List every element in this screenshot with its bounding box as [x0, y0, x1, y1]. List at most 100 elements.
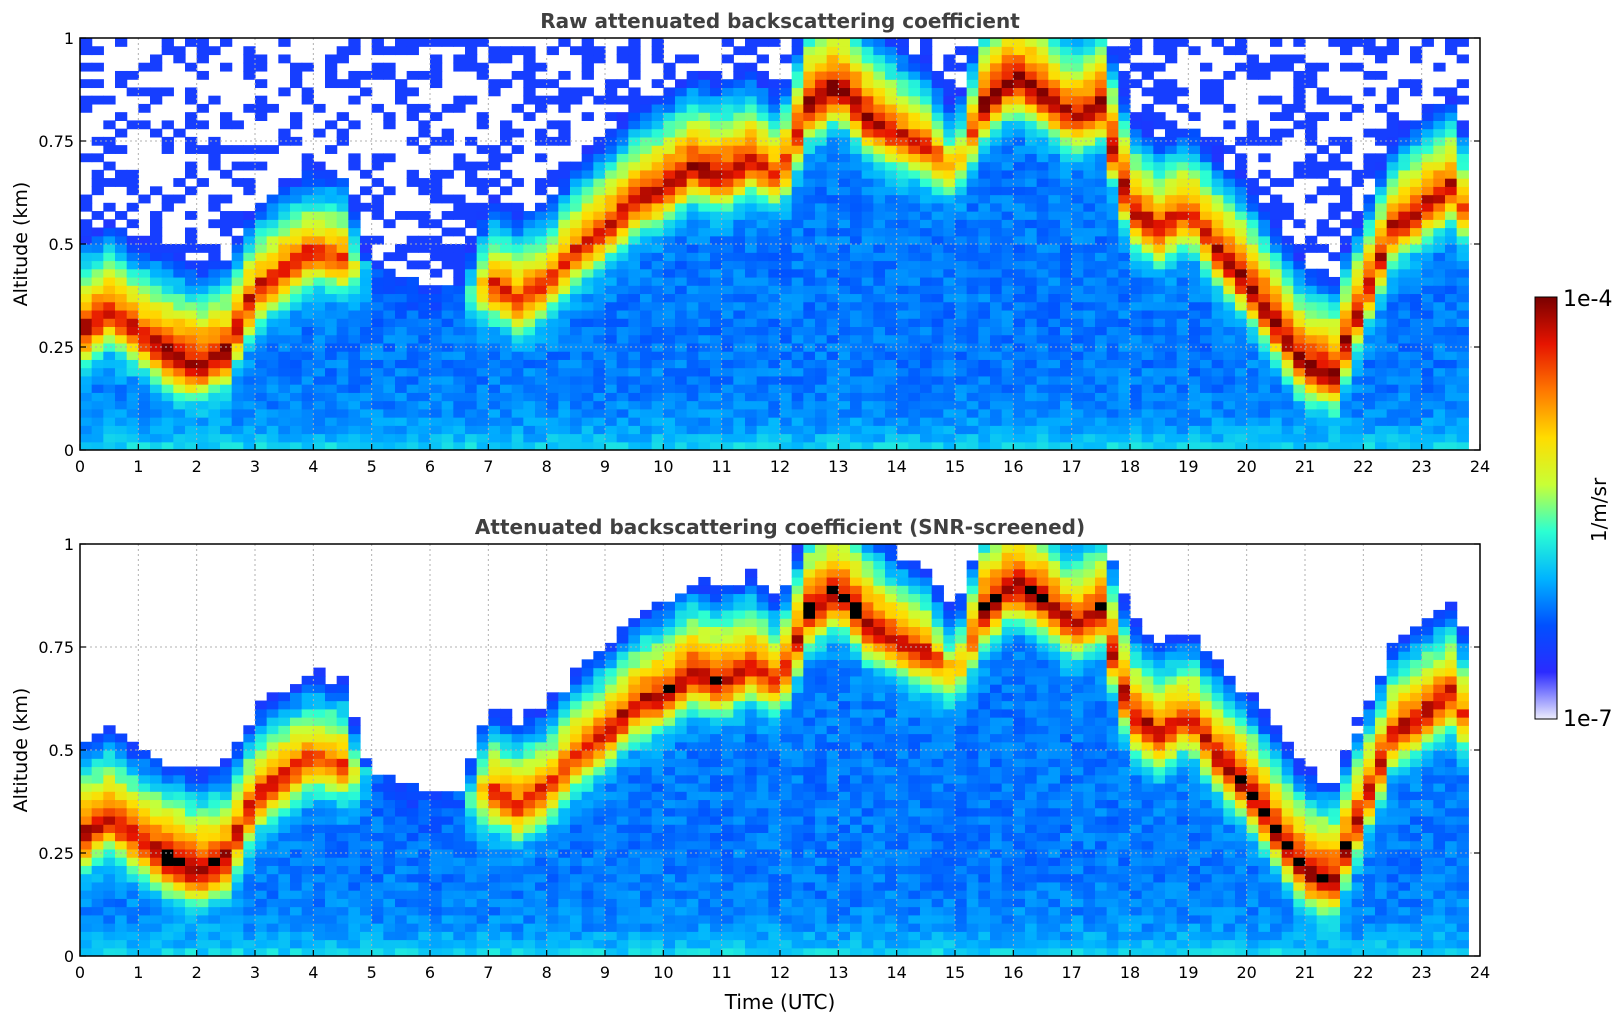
heatmap-cell [197, 376, 209, 385]
heatmap-cell [1387, 162, 1399, 171]
heatmap-cell [1433, 293, 1445, 302]
heatmap-cell [1410, 285, 1422, 294]
heatmap-cell [943, 120, 955, 129]
heatmap-cell [1072, 236, 1084, 245]
heatmap-cell [1118, 269, 1130, 278]
heatmap-cell [745, 112, 757, 121]
heatmap-cell [1072, 368, 1084, 377]
heatmap-cell [267, 269, 279, 278]
heatmap-cell [827, 63, 839, 72]
heatmap-cell [1013, 302, 1025, 311]
heatmap-cell [1060, 96, 1072, 105]
heatmap-cell [932, 310, 944, 319]
heatmap-cell [80, 252, 92, 261]
heatmap-cell [675, 401, 687, 410]
heatmap-cell [512, 392, 524, 401]
heatmap-cell [1118, 318, 1130, 327]
heatmap-cell [1013, 252, 1025, 261]
heatmap-cell [407, 401, 419, 410]
heatmap-cell [827, 252, 839, 261]
heatmap-cell [372, 302, 384, 311]
heatmap-cell [383, 302, 395, 311]
heatmap-cell [1457, 359, 1469, 368]
heatmap-cell [803, 236, 815, 245]
heatmap-cell [582, 376, 594, 385]
heatmap-cell [733, 351, 745, 360]
heatmap-cell [127, 236, 139, 245]
heatmap-cell [488, 195, 500, 204]
heatmap-cell [173, 285, 185, 294]
heatmap-cell [1083, 79, 1095, 88]
heatmap-cell [1060, 162, 1072, 171]
heatmap-cell [1422, 359, 1434, 368]
heatmap-cell [337, 203, 349, 212]
heatmap-cell [220, 228, 232, 237]
heatmap-cell [465, 162, 477, 171]
heatmap-cell [768, 359, 780, 368]
heatmap-cell [278, 302, 290, 311]
heatmap-cell [1048, 178, 1060, 187]
heatmap-cell [1422, 186, 1434, 195]
heatmap-cell [1083, 129, 1095, 138]
heatmap-cell [628, 63, 640, 72]
heatmap-cell [1037, 120, 1049, 129]
heatmap-cell [1153, 96, 1165, 105]
heatmap-cell [80, 384, 92, 393]
heatmap-cell [1387, 170, 1399, 179]
heatmap-cell [698, 236, 710, 245]
heatmap-cell [757, 170, 769, 179]
heatmap-cell [582, 54, 594, 63]
heatmap-cell [1258, 277, 1270, 286]
heatmap-cell [663, 260, 675, 269]
heatmap-cell [803, 186, 815, 195]
heatmap-cell [733, 228, 745, 237]
heatmap-cell [1060, 170, 1072, 179]
heatmap-cell [722, 392, 734, 401]
heatmap-cell [500, 310, 512, 319]
heatmap-cell [780, 162, 792, 171]
heatmap-cell [395, 87, 407, 96]
heatmap-cell [1072, 153, 1084, 162]
heatmap-cell [803, 376, 815, 385]
heatmap-cell [838, 129, 850, 138]
heatmap-cell [325, 392, 337, 401]
heatmap-cell [873, 425, 885, 434]
heatmap-cell [80, 409, 92, 418]
heatmap-cell [442, 417, 454, 426]
heatmap-cell [197, 326, 209, 335]
heatmap-cell [628, 87, 640, 96]
heatmap-cell [430, 195, 442, 204]
heatmap-cell [1457, 285, 1469, 294]
heatmap-cell [803, 170, 815, 179]
heatmap-cell [827, 285, 839, 294]
heatmap-cell [337, 260, 349, 269]
heatmap-cell [885, 71, 897, 80]
heatmap-cell [325, 368, 337, 377]
heatmap-cell [1083, 153, 1095, 162]
heatmap-cell [453, 351, 465, 360]
heatmap-cell [1270, 376, 1282, 385]
heatmap-cell [722, 343, 734, 352]
heatmap-cell [1095, 368, 1107, 377]
heatmap-cell [1107, 54, 1119, 63]
heatmap-cell [617, 359, 629, 368]
heatmap-cell [1422, 129, 1434, 138]
heatmap-cell [1352, 252, 1364, 261]
heatmap-cell [885, 293, 897, 302]
heatmap-cell [488, 293, 500, 302]
heatmap-cell [628, 409, 640, 418]
heatmap-cell [687, 335, 699, 344]
heatmap-cell [1037, 260, 1049, 269]
heatmap-cell [617, 425, 629, 434]
heatmap-cell [955, 178, 967, 187]
heatmap-cell [1165, 129, 1177, 138]
heatmap-cell [593, 425, 605, 434]
heatmap-cell [710, 285, 722, 294]
heatmap-cell [477, 302, 489, 311]
heatmap-cell [1457, 203, 1469, 212]
heatmap-cell [1410, 170, 1422, 179]
heatmap-cell [593, 409, 605, 418]
heatmap-cell [1305, 120, 1317, 129]
heatmap-cell [1352, 260, 1364, 269]
